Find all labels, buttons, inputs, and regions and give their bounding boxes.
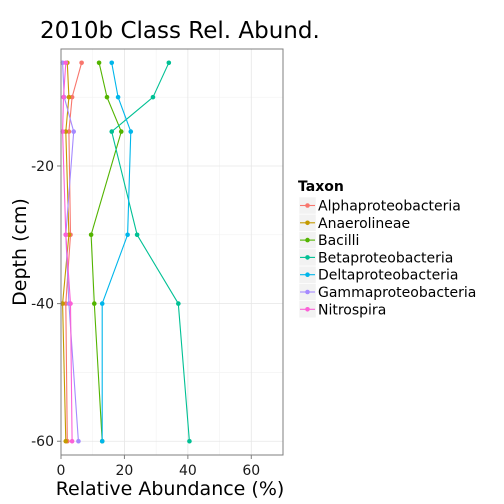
legend-key-point bbox=[305, 272, 310, 278]
series-line bbox=[62, 62, 73, 442]
plot-border bbox=[60, 48, 284, 456]
data-point bbox=[63, 232, 69, 238]
data-point bbox=[99, 301, 105, 306]
series-line bbox=[62, 62, 70, 442]
data-point bbox=[187, 438, 192, 444]
legend: Taxon AlphaproteobacteriaAnaerolineaeBac… bbox=[298, 179, 476, 318]
x-tick-label: 40 bbox=[179, 463, 197, 479]
data-point bbox=[176, 301, 181, 306]
legend-label: Deltaproteobacteria bbox=[318, 268, 458, 284]
legend-key-point bbox=[305, 220, 310, 226]
legend-key-point bbox=[305, 289, 310, 295]
data-point bbox=[109, 129, 115, 134]
legend-key-point bbox=[305, 307, 310, 312]
y-axis: -20 -40 -60 bbox=[31, 159, 61, 450]
data-point bbox=[128, 129, 134, 134]
data-point bbox=[69, 94, 75, 100]
legend-key-point bbox=[305, 255, 310, 260]
x-axis-title: Relative Abundance (%) bbox=[56, 478, 285, 500]
legend-label: Alphaproteobacteria bbox=[318, 199, 461, 215]
data-point bbox=[150, 94, 156, 100]
x-tick-label: 20 bbox=[116, 463, 134, 479]
data-point bbox=[71, 129, 76, 134]
data-point bbox=[125, 232, 130, 238]
data-point bbox=[66, 232, 72, 238]
legend-item: Nitrospira bbox=[298, 300, 386, 318]
series-betaproteobacteria bbox=[109, 60, 192, 444]
data-point bbox=[115, 94, 121, 100]
legend-label: Gammaproteobacteria bbox=[318, 285, 476, 301]
legend-item: Deltaproteobacteria bbox=[298, 265, 458, 284]
y-tick-label: -20 bbox=[31, 159, 54, 175]
data-point bbox=[92, 301, 97, 306]
series-line bbox=[90, 62, 122, 442]
data-point bbox=[63, 129, 69, 134]
legend-title: Taxon bbox=[298, 179, 344, 195]
data-point bbox=[68, 301, 73, 306]
y-tick-label: -60 bbox=[31, 434, 54, 450]
data-point bbox=[118, 129, 124, 134]
y-tick-label: -40 bbox=[31, 297, 54, 313]
data-point bbox=[63, 301, 69, 306]
x-axis: 0 20 40 60 bbox=[57, 455, 260, 479]
data-point bbox=[104, 94, 110, 100]
data-point bbox=[88, 232, 94, 238]
data-point bbox=[61, 94, 66, 100]
legend-label: Betaproteobacteria bbox=[318, 250, 453, 266]
chart-title: 2010b Class Rel. Abund. bbox=[40, 18, 320, 44]
legend-key-point bbox=[305, 237, 310, 243]
x-tick-label: 0 bbox=[57, 463, 66, 479]
data-point bbox=[166, 60, 172, 66]
x-tick-label: 60 bbox=[242, 463, 260, 479]
data-point bbox=[134, 232, 140, 238]
legend-item: Alphaproteobacteria bbox=[298, 196, 461, 215]
data-point bbox=[63, 438, 69, 444]
series-line bbox=[101, 62, 132, 442]
data-point bbox=[66, 129, 72, 134]
data-point bbox=[99, 438, 105, 444]
data-point bbox=[109, 60, 115, 66]
series-line bbox=[111, 62, 190, 442]
legend-item: Bacilli bbox=[298, 231, 359, 249]
legend-label: Anaerolineae bbox=[318, 216, 410, 232]
data-point bbox=[63, 60, 69, 66]
legend-label: Nitrospira bbox=[318, 302, 386, 318]
y-axis-title: Depth (cm) bbox=[9, 198, 31, 306]
series-layer bbox=[60, 60, 192, 444]
legend-key-point bbox=[305, 203, 310, 208]
legend-item: Gammaproteobacteria bbox=[298, 283, 476, 301]
legend-item: Anaerolineae bbox=[298, 214, 410, 232]
data-point bbox=[76, 438, 81, 444]
data-point bbox=[96, 60, 102, 66]
legend-item: Betaproteobacteria bbox=[298, 248, 453, 266]
legend-label: Bacilli bbox=[318, 233, 359, 249]
plot-panel bbox=[60, 48, 284, 456]
series-deltaproteobacteria bbox=[99, 60, 134, 444]
data-point bbox=[66, 94, 72, 100]
data-point bbox=[79, 60, 84, 66]
data-point bbox=[69, 438, 75, 444]
